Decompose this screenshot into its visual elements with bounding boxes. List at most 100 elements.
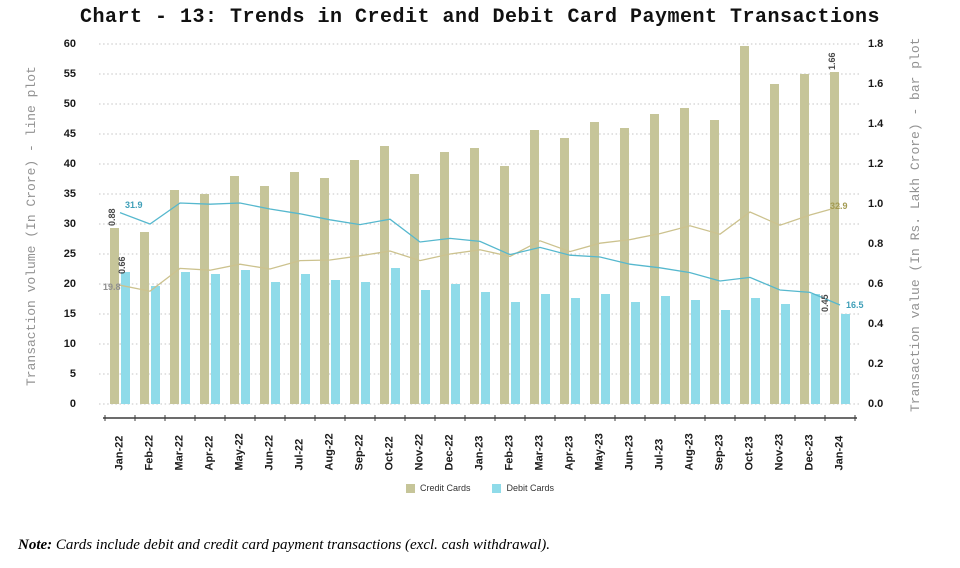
debit-bar xyxy=(691,300,700,404)
credit-bar xyxy=(740,46,749,404)
y-tick-label-left: 25 xyxy=(63,248,76,260)
x-tick-label: Mar-23 xyxy=(533,435,546,471)
x-tick-label: Jan-24 xyxy=(833,435,846,471)
debit-cards-swatch-icon xyxy=(492,483,502,493)
debit-bar xyxy=(631,302,640,404)
y-tick-label-right: 0.6 xyxy=(868,278,884,290)
credit-bar xyxy=(470,148,479,404)
debit-bar xyxy=(301,274,310,404)
x-tick-label: Sep-22 xyxy=(353,434,366,471)
x-tick-label: Apr-22 xyxy=(203,435,216,471)
annotation-label: 16.5 xyxy=(846,300,864,310)
debit-bar xyxy=(241,270,250,404)
credit-bar xyxy=(590,122,599,404)
y-tick-label-left: 0 xyxy=(69,398,76,410)
credit-bar xyxy=(530,130,539,404)
y-tick-label-right: 1.2 xyxy=(868,158,884,170)
credit-bar xyxy=(440,152,449,404)
debit-bar xyxy=(481,292,490,404)
debit-bar xyxy=(811,294,820,404)
debit-bar xyxy=(781,304,790,404)
credit-bar xyxy=(140,232,149,404)
footnote-text: Cards include debit and credit card paym… xyxy=(52,537,551,553)
debit-bar xyxy=(511,302,520,404)
annotation-label: 31.9 xyxy=(125,199,143,210)
y-tick-label-left: 60 xyxy=(63,38,76,50)
y-tick-label-right: 1.8 xyxy=(868,38,884,50)
x-tick-label: Jan-23 xyxy=(473,435,486,471)
x-tick-label: Apr-23 xyxy=(563,435,576,471)
debit-volume-line xyxy=(119,202,841,306)
credit-bar xyxy=(410,174,419,404)
credit-bar xyxy=(650,114,659,404)
annotation-label: 0.45 xyxy=(819,294,830,312)
x-tick-label: Nov-22 xyxy=(413,433,426,471)
debit-bar xyxy=(181,272,190,404)
debit-bar xyxy=(391,268,400,404)
annotation-label: 32.9 xyxy=(830,200,848,211)
credit-bar xyxy=(500,166,509,404)
x-tick-label: Aug-23 xyxy=(683,433,696,471)
credit-cards-swatch-icon xyxy=(405,483,415,493)
credit-bar xyxy=(380,146,389,404)
x-tick-label: Feb-22 xyxy=(143,435,156,471)
x-tick-label: Dec-23 xyxy=(803,434,816,471)
x-tick-label: Jul-23 xyxy=(653,438,666,471)
debit-bar xyxy=(601,294,610,404)
y-tick-label-left: 40 xyxy=(63,158,76,170)
credit-bar xyxy=(110,228,119,404)
y-tick-label-left: 5 xyxy=(69,368,76,380)
annotation-label: 0.88 xyxy=(106,208,117,226)
legend-label-debit-cards: Debit Cards xyxy=(506,483,555,493)
credit-bar xyxy=(680,108,689,404)
credit-bar xyxy=(350,160,359,404)
credit-bar xyxy=(230,176,239,404)
debit-bar xyxy=(451,284,460,404)
legend: Credit Cards Debit Cards xyxy=(0,483,960,493)
x-tick-label: Nov-23 xyxy=(773,433,786,471)
x-tick-label: May-22 xyxy=(233,433,246,471)
plot-area xyxy=(99,43,861,421)
x-tick-label: Aug-22 xyxy=(323,433,336,471)
x-tick-label: Jun-22 xyxy=(263,435,276,471)
debit-bar xyxy=(121,272,130,404)
left-axis-title: Transaction volume (In Crore) - line plo… xyxy=(24,66,39,386)
annotation-label: 19.8 xyxy=(103,282,121,293)
annotation-label: 1.66 xyxy=(826,52,837,70)
y-tick-label-right: 0.2 xyxy=(868,358,884,370)
x-tick-label: Jan-22 xyxy=(113,435,126,471)
legend-label-credit-cards: Credit Cards xyxy=(419,483,471,493)
y-tick-label-left: 20 xyxy=(63,278,76,290)
x-tick-label: Mar-22 xyxy=(173,435,186,471)
y-tick-label-left: 30 xyxy=(63,218,76,230)
right-axis-title: Transaction value (In Rs. Lakh Crore) - … xyxy=(908,37,923,413)
credit-bar xyxy=(260,186,269,404)
debit-bar xyxy=(361,282,370,404)
legend-item-debit-cards: Debit Cards xyxy=(492,483,554,493)
x-tick-label: Oct-22 xyxy=(383,436,396,471)
y-tick-label-left: 15 xyxy=(63,308,76,320)
debit-bar xyxy=(841,314,850,404)
debit-bar xyxy=(211,274,220,404)
annotation-label: 0.66 xyxy=(116,256,127,274)
y-tick-label-left: 45 xyxy=(63,128,76,140)
x-tick-label: Jun-23 xyxy=(623,435,636,471)
y-tick-label-right: 0.8 xyxy=(868,238,884,250)
debit-bar xyxy=(151,286,160,404)
debit-bar xyxy=(661,296,670,404)
y-tick-label-left: 55 xyxy=(63,68,76,80)
legend-item-credit-cards: Credit Cards xyxy=(405,483,471,493)
chart-title: Chart - 13: Trends in Credit and Debit C… xyxy=(79,6,881,29)
credit-bar xyxy=(290,172,299,404)
debit-bar xyxy=(331,280,340,404)
footnote-label: Note: xyxy=(18,537,53,553)
debit-bar xyxy=(721,310,730,404)
credit-bar xyxy=(710,120,719,404)
x-tick-label: Dec-22 xyxy=(443,434,456,471)
credit-bar xyxy=(770,84,779,404)
credit-bar xyxy=(200,194,209,404)
credit-bar xyxy=(320,178,329,404)
y-tick-label-left: 35 xyxy=(63,188,76,200)
debit-bar xyxy=(751,298,760,404)
